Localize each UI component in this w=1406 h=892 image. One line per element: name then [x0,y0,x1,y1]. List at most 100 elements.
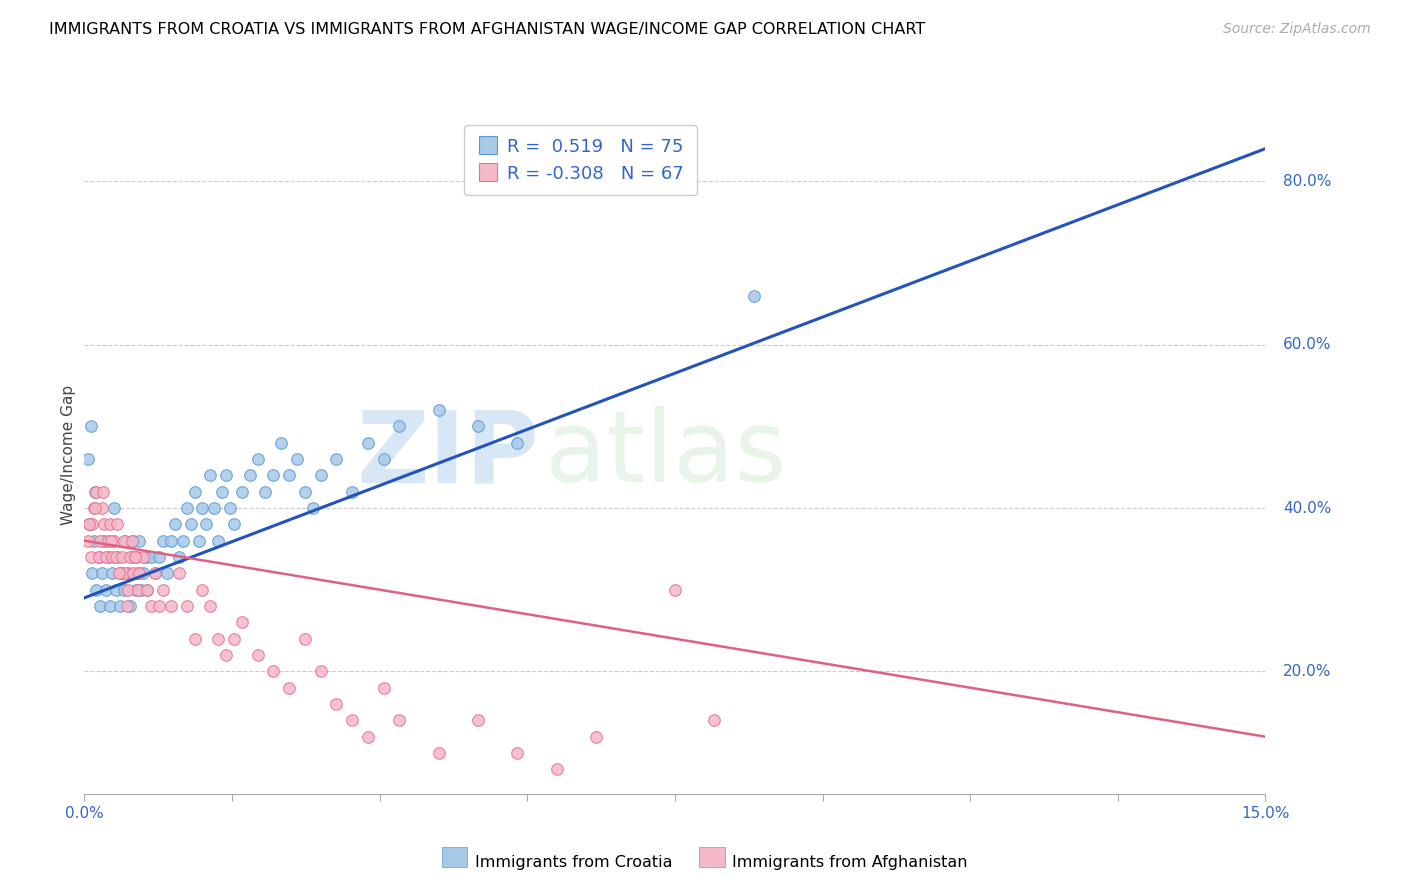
Point [124,549,146,564]
Point [703,714,725,728]
Point [301,501,323,516]
Point [89,599,111,613]
Point [278,468,301,483]
Point [127,582,149,597]
Point [77,517,100,532]
Point [285,452,308,467]
Point [114,566,136,581]
Point [156,566,179,581]
Point [202,501,225,516]
Point [222,517,245,532]
Point [160,533,183,548]
Point [90,566,112,581]
Point [115,599,138,613]
Point [167,566,190,581]
Point [309,468,332,483]
Point [373,452,395,467]
Point [111,566,134,581]
Point [77,452,100,467]
Point [84,484,107,499]
Point [207,533,229,548]
Point [89,533,111,548]
Point [294,484,316,499]
Point [506,435,529,450]
Point [152,582,174,597]
Point [97,533,120,548]
Point [82,517,104,532]
Point [340,484,363,499]
Point [101,566,124,581]
Point [207,632,229,646]
Point [325,452,347,467]
Point [77,533,100,548]
Point [108,566,131,581]
Point [108,599,131,613]
Point [84,582,107,597]
Point [132,549,155,564]
Point [112,533,135,548]
Point [215,468,238,483]
Point [388,714,411,728]
Point [93,533,115,548]
Point [98,599,121,613]
Point [114,533,136,548]
Point [84,484,107,499]
Point [176,599,198,613]
Point [148,599,170,613]
Point [148,549,170,564]
Point [262,468,284,483]
Point [742,288,765,302]
Point [107,517,129,532]
Point [219,501,242,516]
Point [246,452,269,467]
Point [117,566,139,581]
Point [167,549,190,564]
Point [270,435,292,450]
Point [141,549,163,564]
Point [77,517,100,532]
Point [262,665,284,679]
Text: Immigrants from Afghanistan: Immigrants from Afghanistan [733,855,967,870]
Text: 20.0%: 20.0% [1284,664,1331,679]
Point [101,549,124,564]
Point [122,566,145,581]
Point [98,517,121,532]
Point [239,468,262,483]
Point [79,549,101,564]
Point [278,681,301,695]
Point [160,599,183,613]
Point [118,549,141,564]
Point [664,582,686,597]
Point [96,549,118,564]
Point [124,582,146,597]
Point [191,582,214,597]
Point [121,533,143,548]
Point [108,566,131,581]
Point [87,549,110,564]
Point [183,632,205,646]
Point [128,533,150,548]
Text: 60.0%: 60.0% [1284,337,1331,352]
Point [132,566,155,581]
Point [128,566,150,581]
Point [222,632,245,646]
Point [195,517,218,532]
Point [117,582,139,597]
Legend: R =  0.519   N = 75, R = -0.308   N = 67: R = 0.519 N = 75, R = -0.308 N = 67 [464,125,697,195]
Point [136,582,159,597]
Point [122,533,145,548]
Point [546,763,568,777]
Point [83,501,105,516]
Point [118,599,141,613]
Point [215,648,238,662]
Point [176,501,198,516]
Point [100,533,122,548]
Point [200,468,222,483]
Point [357,730,380,744]
Point [152,533,174,548]
Point [82,566,104,581]
Point [172,533,194,548]
Point [163,517,186,532]
Text: Source: ZipAtlas.com: Source: ZipAtlas.com [1223,22,1371,37]
Text: 80.0%: 80.0% [1284,174,1331,189]
